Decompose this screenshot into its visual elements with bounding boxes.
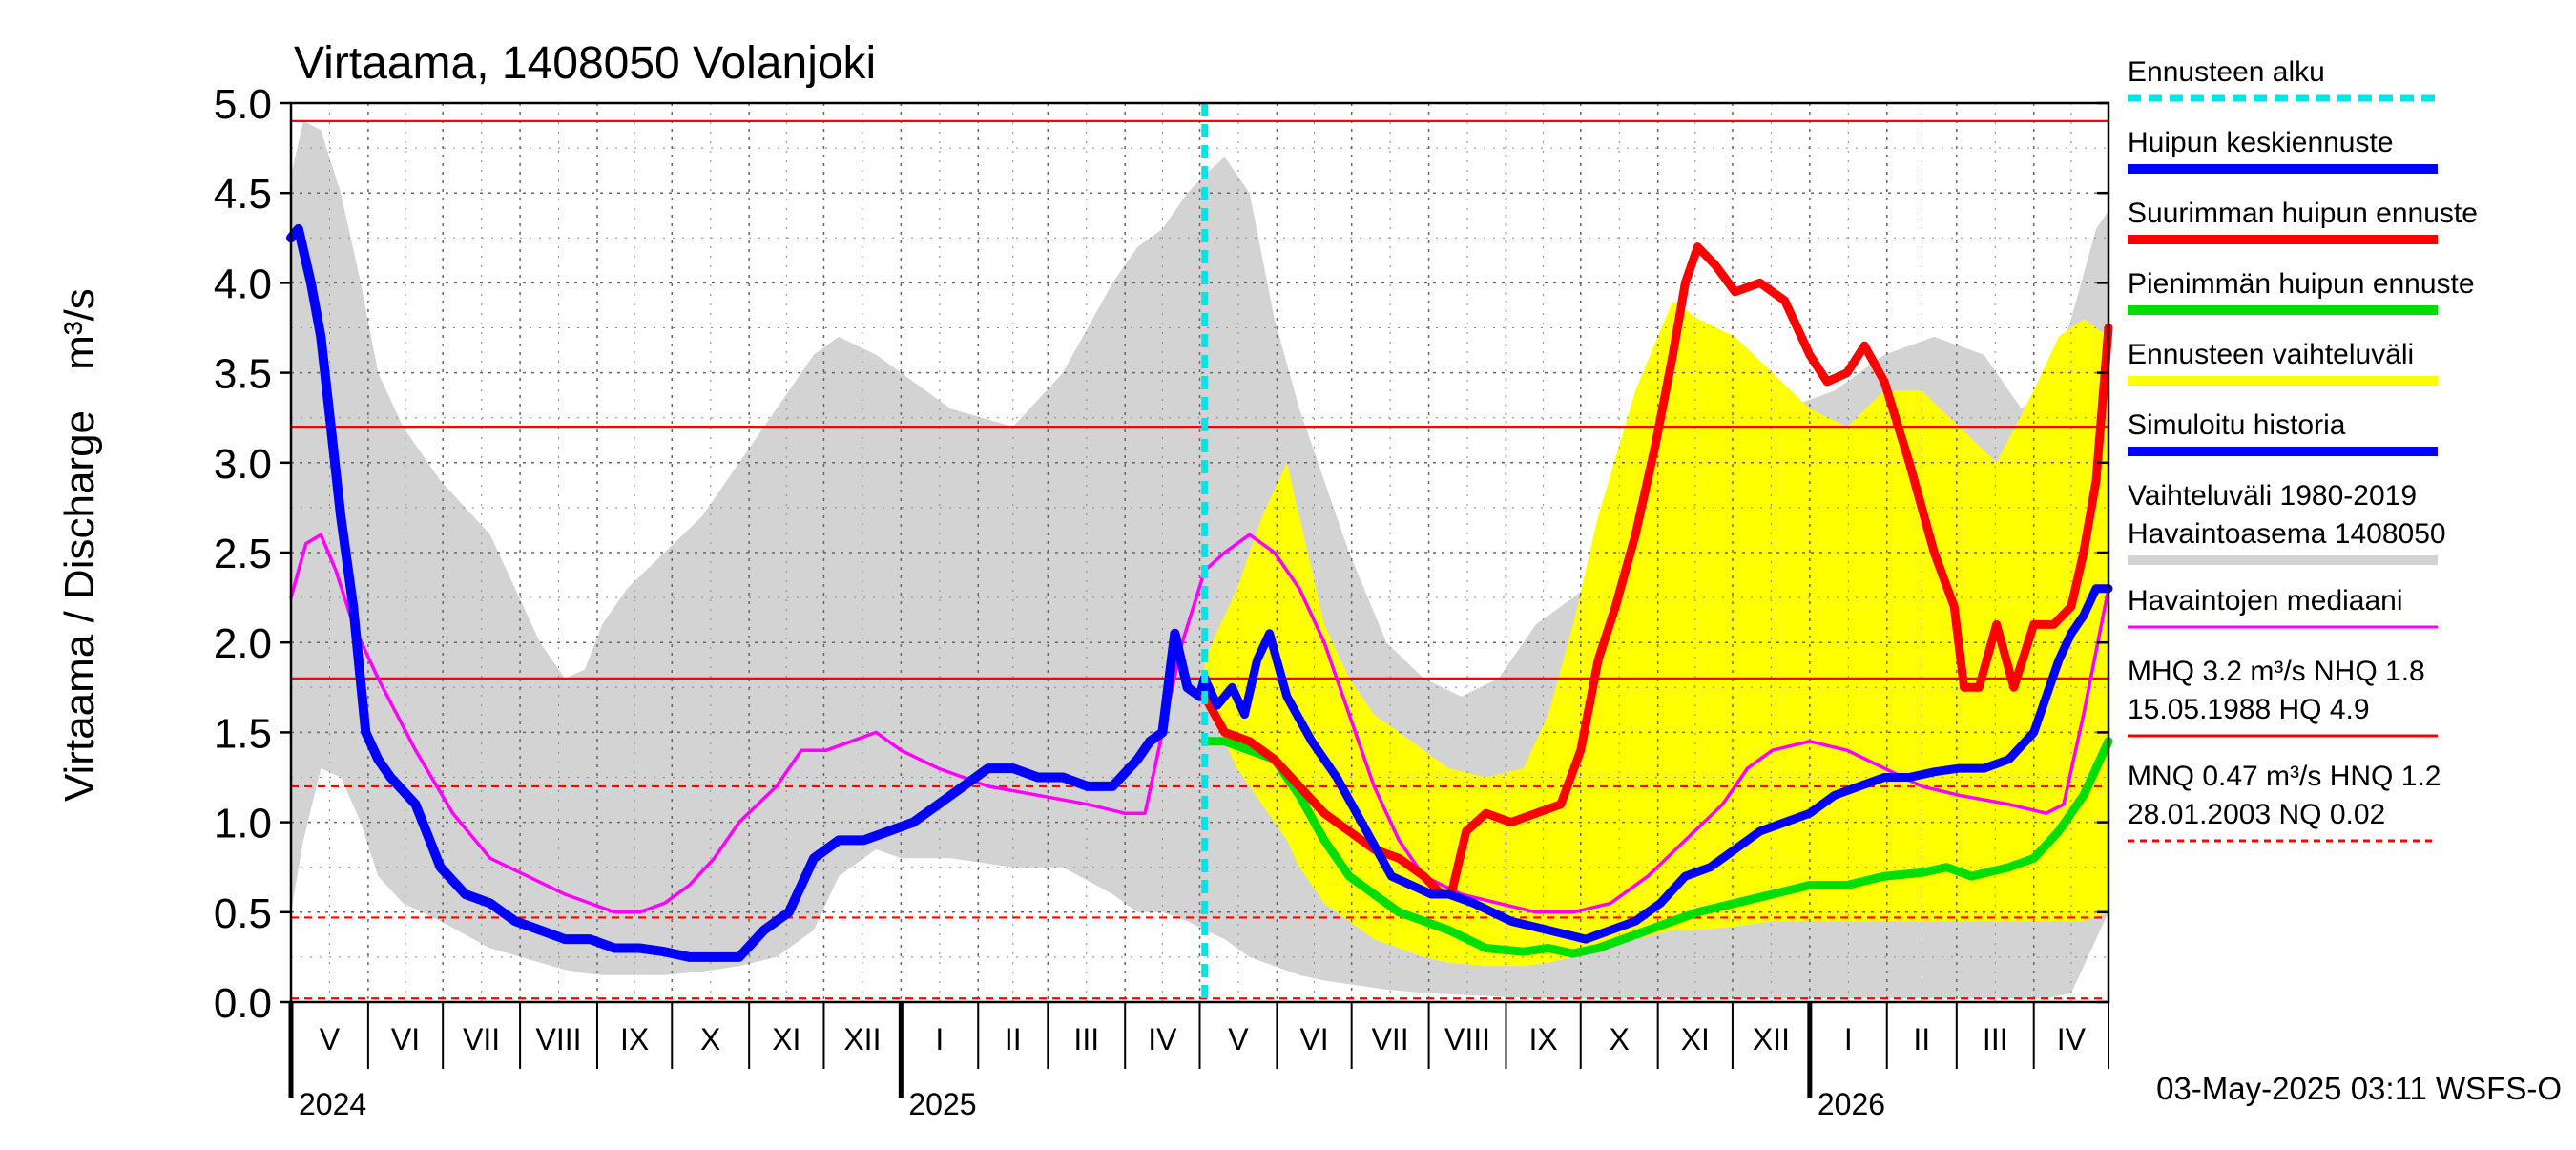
legend-label: Pienimmän huipun ennuste xyxy=(2128,268,2475,300)
legend-item: Ennusteen alku xyxy=(2128,56,2438,102)
legend-label: Havaintojen mediaani xyxy=(2128,585,2403,617)
y-tick-label: 1.5 xyxy=(214,710,272,757)
y-tick-label: 3.5 xyxy=(214,351,272,398)
y-tick-label: 0.0 xyxy=(214,980,272,1027)
month-tick-label: IV xyxy=(1148,1022,1177,1056)
month-tick-label: XII xyxy=(843,1022,881,1056)
month-tick-label: VI xyxy=(1299,1022,1328,1056)
legend-label: Vaihteluväli 1980-2019 xyxy=(2128,480,2417,512)
legend-label: 28.01.2003 NQ 0.02 xyxy=(2128,799,2385,830)
month-tick-label: IX xyxy=(1529,1022,1558,1056)
y-tick-label: 0.5 xyxy=(214,890,272,937)
month-tick-label: VII xyxy=(463,1022,500,1056)
legend-label: Huipun keskiennuste xyxy=(2128,127,2394,158)
legend-item: MHQ 3.2 m³/s NHQ 1.8 15.05.1988 HQ 4.9 xyxy=(2128,656,2438,738)
month-tick-label: III xyxy=(1983,1022,2008,1056)
max-peak-forecast-line xyxy=(1200,242,2113,899)
month-tick-label: II xyxy=(1913,1022,1930,1056)
mean-peak-forecast-line xyxy=(1200,584,2113,944)
legend-label: Suurimman huipun ennuste xyxy=(2128,198,2478,229)
y-tick-label: 2.0 xyxy=(214,620,272,667)
month-tick-label: VI xyxy=(391,1022,420,1056)
month-tick-label: VII xyxy=(1372,1022,1409,1056)
month-tick-label: IV xyxy=(2057,1022,2087,1056)
y-tick-label: 4.5 xyxy=(214,171,272,218)
legend-label: MHQ 3.2 m³/s NHQ 1.8 xyxy=(2128,656,2425,687)
month-tick-label: XI xyxy=(772,1022,800,1056)
month-tick-label: III xyxy=(1073,1022,1099,1056)
timestamp-footer: 03-May-2025 03:11 WSFS-O xyxy=(2156,1071,2562,1106)
simulated-history-line xyxy=(286,223,1210,962)
chart-title: Virtaama, 1408050 Volanjoki xyxy=(294,38,876,89)
legend-item: Havaintojen mediaani xyxy=(2128,585,2438,629)
month-tick-label: X xyxy=(1610,1022,1630,1056)
legend-item: Pienimmän huipun ennuste xyxy=(2128,268,2475,315)
y-tick-label: 4.0 xyxy=(214,261,272,307)
legend-item: Ennusteen vaihteluväli xyxy=(2128,339,2438,386)
year-tick-label: 2024 xyxy=(299,1087,366,1121)
year-tick-label: 2026 xyxy=(1818,1087,1885,1121)
forecast-range-band xyxy=(1204,301,2109,967)
legend-label: Ennusteen alku xyxy=(2128,56,2325,88)
month-tick-label: I xyxy=(935,1022,944,1056)
min-peak-forecast-line xyxy=(1200,737,2113,958)
month-tick-label: V xyxy=(320,1022,341,1056)
y-tick-label: 1.0 xyxy=(214,801,272,847)
month-tick-label: XI xyxy=(1681,1022,1710,1056)
legend-item: Vaihteluväli 1980-2019 Havaintoasema 140… xyxy=(2128,480,2446,565)
y-axis-label: Virtaama / Discharge xyxy=(56,410,103,802)
legend-label: Havaintoasema 1408050 xyxy=(2128,518,2446,550)
legend-item: Suurimman huipun ennuste xyxy=(2128,198,2478,244)
month-tick-label: V xyxy=(1228,1022,1249,1056)
month-tick-label: I xyxy=(1844,1022,1853,1056)
month-tick-label: VIII xyxy=(1444,1022,1490,1056)
month-tick-label: X xyxy=(700,1022,720,1056)
month-tick-label: XII xyxy=(1753,1022,1790,1056)
legend-label: MNQ 0.47 m³/s HNQ 1.2 xyxy=(2128,761,2441,792)
legend-item: Huipun keskiennuste xyxy=(2128,127,2438,174)
y-tick-label: 2.5 xyxy=(214,531,272,577)
year-tick-label: 2025 xyxy=(908,1087,976,1121)
month-tick-label: VIII xyxy=(536,1022,582,1056)
legend-item: MNQ 0.47 m³/s HNQ 1.2 28.01.2003 NQ 0.02 xyxy=(2128,761,2441,843)
y-tick-label: 5.0 xyxy=(214,81,272,128)
month-tick-label: IX xyxy=(620,1022,649,1056)
y-tick-label: 3.0 xyxy=(214,441,272,488)
legend-item: Simuloitu historia xyxy=(2128,409,2438,456)
legend-label: 15.05.1988 HQ 4.9 xyxy=(2128,694,2370,725)
y-axis-unit: m³/s xyxy=(56,288,103,370)
legend-label: Simuloitu historia xyxy=(2128,409,2346,441)
month-tick-label: II xyxy=(1005,1022,1022,1056)
legend-label: Ennusteen vaihteluväli xyxy=(2128,339,2414,370)
